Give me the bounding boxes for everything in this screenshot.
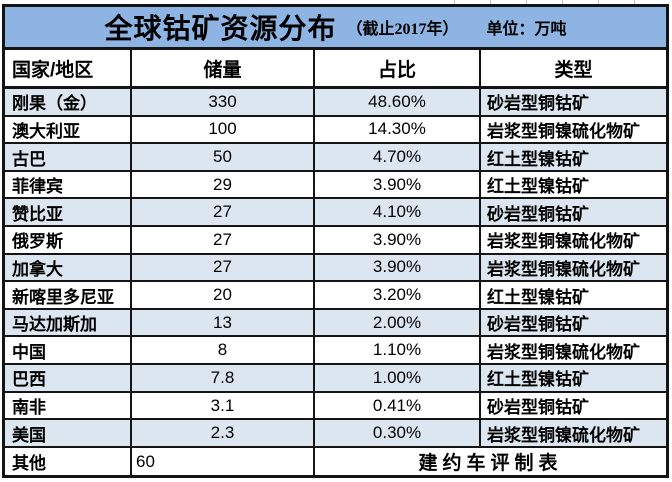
table-title-row: 全球钴矿资源分布 （截止2017年） 单位：万吨 [5,7,666,50]
cell-country: 俄罗斯 [12,232,63,252]
cell-type: 岩浆型铜镍硫化物矿 [479,227,666,253]
cell-share: 0.30% [313,420,479,446]
cell-share: 48.60% [313,89,479,115]
cobalt-resources-table: 全球钴矿资源分布 （截止2017年） 单位：万吨 国家/地区 储量 占比 类型 … [2,4,669,478]
table-row: 古巴 50 4.70% 红土型镍钴矿 [5,144,666,172]
table-credit-label: 建约车评制表 [313,448,666,475]
cell-reserves: 29 [130,171,313,198]
cell-share: 1.00% [313,365,479,391]
cell-country: 美国 [12,425,46,445]
cell-country: 加拿大 [12,259,63,279]
table-row: 南非 3.1 0.41% 砂岩型铜钴矿 [5,392,666,421]
cell-reserves: 13 [130,309,313,336]
cell-type: 岩浆型铜镍硫化物矿 [479,254,666,281]
cell-country: 赞比亚 [12,204,63,224]
cell-country: 中国 [12,342,46,362]
header-reserves: 储量 [130,50,313,86]
cell-reserves: 60 [130,448,313,475]
table-title: 全球钴矿资源分布 [104,14,337,45]
cell-type: 红土型镍钴矿 [479,144,666,170]
cell-reserves: 27 [130,227,313,253]
table-row: 加拿大 27 3.90% 岩浆型铜镍硫化物矿 [5,254,666,283]
cell-share: 4.10% [313,199,479,226]
cell-reserves: 3.1 [130,392,313,419]
table-row: 菲律宾 29 3.90% 红土型镍钴矿 [5,171,666,200]
cell-reserves: 27 [130,254,313,281]
cell-type: 红土型镍钴矿 [479,282,666,308]
cell-share: 3.20% [313,282,479,308]
spreadsheet-top-edge [0,0,672,5]
cell-share: 3.90% [313,254,479,281]
cell-type: 红土型镍钴矿 [479,171,666,198]
table-footer-row: 其他 60 建约车评制表 [5,448,666,475]
table-title-note: （截止2017年） [346,21,459,38]
table-body: 刚果（金） 330 48.60% 砂岩型铜钴矿 澳大利亚 100 14.30% … [5,89,666,448]
table-row: 赞比亚 27 4.10% 砂岩型铜钴矿 [5,199,666,228]
cell-reserves: 27 [130,199,313,226]
cell-reserves: 8 [130,337,313,364]
cell-share: 4.70% [313,144,479,170]
cell-country: 菲律宾 [12,177,63,197]
header-share: 占比 [313,50,479,86]
table-row: 马达加斯加 13 2.00% 砂岩型铜钴矿 [5,309,666,338]
table-unit-label: 单位：万吨 [486,21,567,38]
cell-country: 南非 [12,398,46,417]
cell-type: 砂岩型铜钴矿 [479,392,666,419]
table-header-row: 国家/地区 储量 占比 类型 [5,50,666,89]
cell-country: 新喀里多尼亚 [12,287,114,307]
cell-share: 0.41% [313,392,479,419]
cell-type: 砂岩型铜钴矿 [479,89,666,115]
cell-country: 古巴 [12,149,46,169]
cell-country: 刚果（金） [12,94,97,114]
cell-country: 澳大利亚 [12,121,80,141]
cell-share: 14.30% [313,116,479,143]
cell-share: 3.90% [313,227,479,253]
table-row: 刚果（金） 330 48.60% 砂岩型铜钴矿 [5,89,666,117]
header-type: 类型 [479,50,666,86]
cell-type: 岩浆型铜镍硫化物矿 [479,337,666,364]
cell-reserves: 2.3 [130,420,313,446]
cell-country: 其他 [12,454,46,473]
cell-reserves: 330 [130,89,313,115]
cell-share: 1.10% [313,337,479,364]
table-row: 美国 2.3 0.30% 岩浆型铜镍硫化物矿 [5,420,666,448]
cell-country: 巴西 [12,370,46,390]
cell-type: 砂岩型铜钴矿 [479,199,666,226]
table-row: 澳大利亚 100 14.30% 岩浆型铜镍硫化物矿 [5,116,666,145]
cell-reserves: 100 [130,116,313,143]
table-row: 新喀里多尼亚 20 3.20% 红土型镍钴矿 [5,282,666,310]
cell-type: 砂岩型铜钴矿 [479,309,666,336]
cell-share: 2.00% [313,309,479,336]
cell-type: 岩浆型铜镍硫化物矿 [479,116,666,143]
cell-country: 马达加斯加 [12,315,97,335]
header-country: 国家/地区 [12,59,94,81]
cell-type: 岩浆型铜镍硫化物矿 [479,420,666,446]
table-row: 巴西 7.8 1.00% 红土型镍钴矿 [5,365,666,393]
spreadsheet-gridlines [454,0,670,5]
cell-type: 红土型镍钴矿 [479,365,666,391]
table-row: 中国 8 1.10% 岩浆型铜镍硫化物矿 [5,337,666,366]
cell-reserves: 50 [130,144,313,170]
cell-reserves: 7.8 [130,365,313,391]
cell-share: 3.90% [313,171,479,198]
table-row: 俄罗斯 27 3.90% 岩浆型铜镍硫化物矿 [5,227,666,255]
cell-reserves: 20 [130,282,313,308]
